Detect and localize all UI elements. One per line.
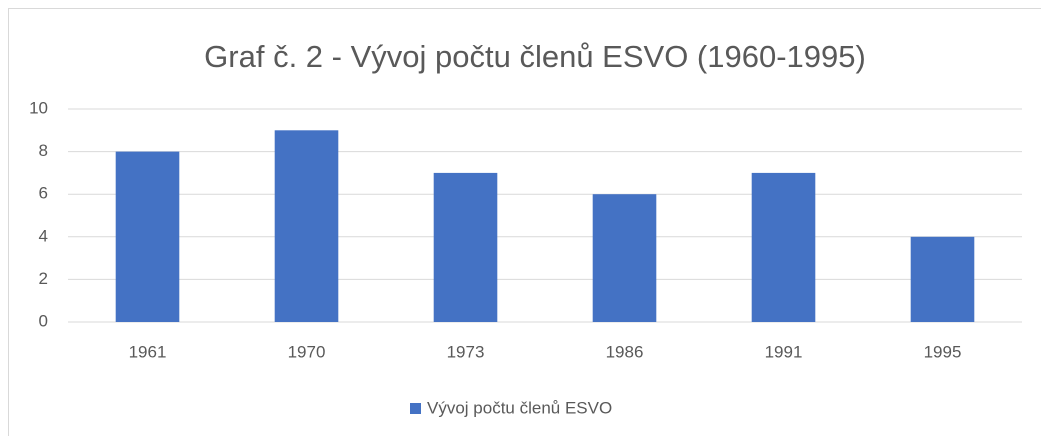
y-tick-label: 0 <box>39 311 48 330</box>
y-tick-label: 10 <box>29 98 48 117</box>
y-tick-label: 6 <box>39 184 48 203</box>
legend-label: Vývoj počtu členů ESVO <box>427 398 612 417</box>
y-tick-label: 8 <box>39 141 48 160</box>
bar <box>433 172 498 322</box>
bar <box>274 130 339 322</box>
x-tick-label: 1961 <box>129 342 167 361</box>
y-tick-label: 4 <box>39 226 48 245</box>
bar <box>751 172 816 322</box>
x-tick-label: 1995 <box>924 342 962 361</box>
legend-swatch <box>410 403 421 414</box>
bar <box>115 151 180 322</box>
x-tick-label: 1986 <box>606 342 644 361</box>
bar <box>592 194 657 322</box>
chart-frame <box>8 8 1041 436</box>
x-tick-label: 1991 <box>765 342 803 361</box>
x-tick-label: 1970 <box>288 342 326 361</box>
y-tick-label: 2 <box>39 269 48 288</box>
bar <box>910 236 975 322</box>
x-tick-label: 1973 <box>447 342 485 361</box>
chart-title: Graf č. 2 - Vývoj počtu členů ESVO (1960… <box>204 39 866 74</box>
